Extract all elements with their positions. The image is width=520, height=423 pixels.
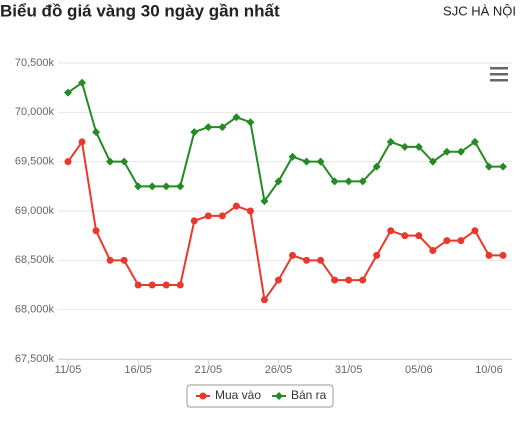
menu-icon[interactable] [490,67,508,82]
x-tick-label: 26/05 [265,364,293,376]
x-tick-label: 16/05 [124,364,152,376]
point [92,128,101,137]
legend-marker [199,392,207,400]
point [386,137,395,146]
point [428,157,437,166]
point [260,197,269,206]
point [429,246,437,254]
point [344,177,353,186]
legend-label: Mua vào [215,388,261,402]
point [345,276,353,284]
point [148,281,156,289]
y-tick-label: 70,500k [15,57,55,69]
point [120,157,129,166]
y-tick-label: 69,500k [15,156,55,168]
point [373,251,381,259]
point [246,118,255,127]
point [289,251,297,259]
point [218,123,227,132]
point [387,227,395,235]
point [330,177,339,186]
point [457,237,465,245]
series-line [67,81,503,204]
point [359,276,367,284]
point [78,138,86,146]
point [92,227,100,235]
point [218,212,226,220]
point [302,157,311,166]
point [484,162,493,171]
point [162,182,171,191]
point [499,251,507,259]
y-tick-label: 67,500k [15,353,55,365]
point [246,207,254,215]
x-tick-label: 05/06 [405,364,433,376]
point [274,177,283,186]
point [499,162,507,171]
point [106,256,114,264]
chart-title: Biểu đồ giá vàng 30 ngày gần nhất [0,1,280,20]
point [148,182,157,191]
point [232,113,241,122]
point [204,212,212,220]
point [64,158,72,166]
point [317,256,325,264]
y-tick-label: 69,000k [15,205,55,217]
menu-bar [490,73,508,76]
point [120,256,128,264]
legend-label: Bán ra [291,388,327,402]
point [190,217,198,225]
menu-bar [490,79,508,82]
y-tick-label: 68,000k [15,304,55,316]
point [232,202,240,210]
point [442,147,451,156]
point [358,177,367,186]
point [471,227,479,235]
point [134,281,142,289]
chart-subtitle: SJC HÀ NỘI [443,3,516,18]
point [485,251,493,259]
point [260,296,268,304]
point [415,232,423,240]
point [176,281,184,289]
point [106,157,115,166]
point [78,78,87,87]
x-tick-label: 31/05 [335,364,363,376]
point [316,157,325,166]
legend-marker [275,392,283,400]
y-tick-label: 70,000k [15,106,55,118]
point [331,276,339,284]
x-tick-label: 21/05 [195,364,223,376]
point [414,142,423,151]
point [162,281,170,289]
point [274,276,282,284]
point [176,182,185,191]
point [288,152,297,161]
point [456,147,465,156]
point [134,182,143,191]
point [401,232,409,240]
x-tick-label: 10/06 [475,364,503,376]
y-tick-label: 68,500k [15,254,55,266]
point [443,237,451,245]
point [204,123,213,132]
legend-box [186,384,334,408]
point [303,256,311,264]
point [190,128,199,137]
menu-bar [490,67,508,70]
point [470,137,479,146]
point [372,162,381,171]
point [400,142,409,151]
point [64,88,72,97]
series-line [67,139,503,303]
x-tick-label: 11/05 [55,364,82,376]
